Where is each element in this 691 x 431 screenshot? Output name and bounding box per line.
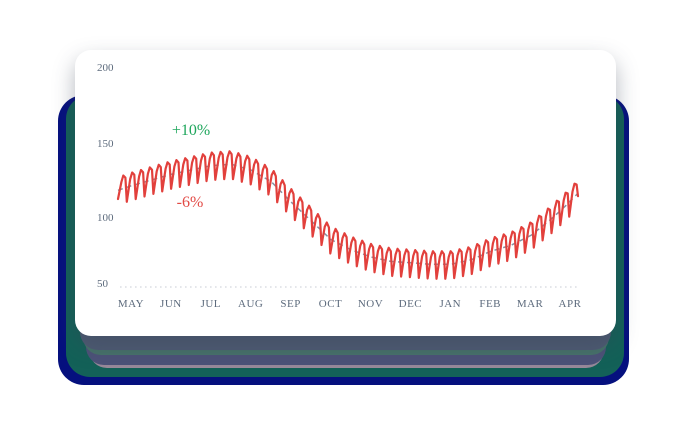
month-label-nov: NOV [357,298,384,310]
month-label-mar: MAR [516,298,544,310]
y-tick-100: 100 [97,212,114,224]
month-label-jun: JUN [160,298,182,310]
month-label-sep: SEP [280,298,301,310]
y-tick-50: 50 [97,278,108,290]
month-label-aug: AUG [238,298,264,310]
month-label-jan: JAN [439,298,462,310]
annotation-down-percent: -6% [176,194,204,211]
y-tick-150: 150 [97,138,114,150]
month-label-feb: FEB [479,298,502,310]
chart-card [75,50,616,336]
daily-series-line [116,150,580,280]
trend-line [117,163,579,266]
month-label-oct: OCT [318,298,343,310]
month-label-jul: JUL [200,298,222,310]
month-label-may: MAY [117,298,145,310]
month-label-apr: APR [558,298,582,310]
y-tick-200: 200 [97,62,114,74]
month-label-dec: DEC [398,298,423,310]
annotation-up-percent: +10% [171,122,211,139]
